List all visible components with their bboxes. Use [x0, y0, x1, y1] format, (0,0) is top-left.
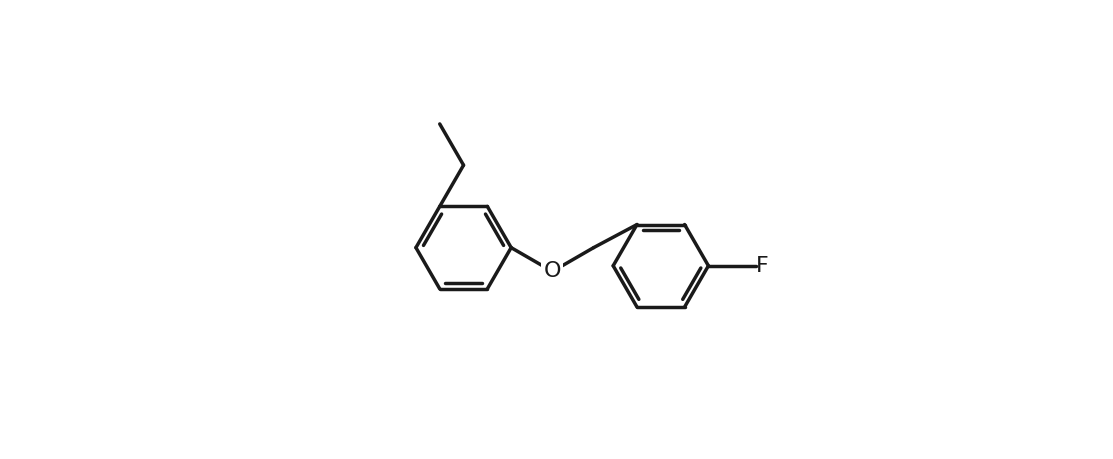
Text: F: F	[756, 256, 769, 276]
Text: O: O	[543, 262, 561, 281]
